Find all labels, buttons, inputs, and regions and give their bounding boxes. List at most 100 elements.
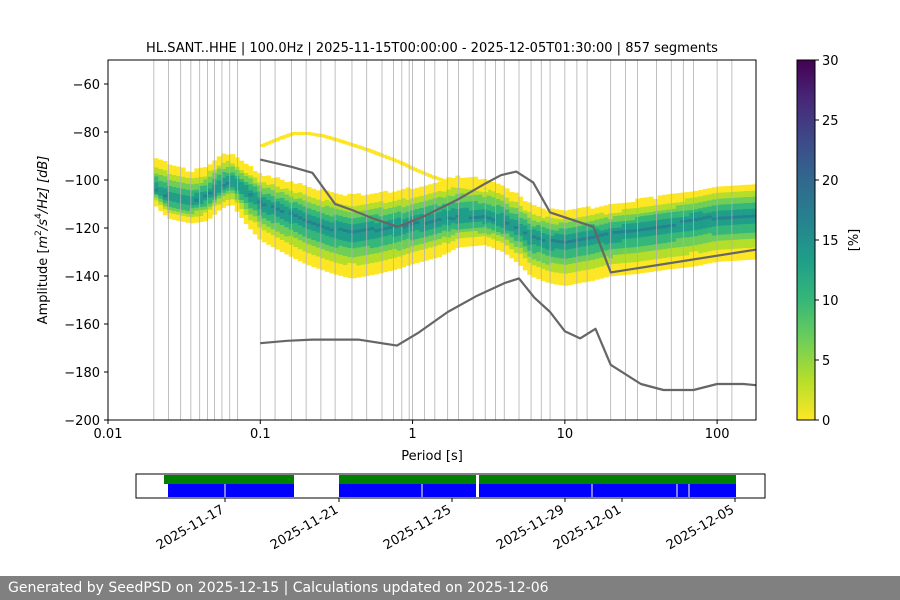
heatmap-cell <box>653 229 659 233</box>
heatmap-cell <box>221 153 227 157</box>
y-axis-ticks: −200−180−160−140−120−100−80−60 <box>64 78 108 429</box>
heatmap-cell <box>338 209 344 213</box>
heatmap-cell <box>464 183 470 187</box>
heatmap-cell <box>585 278 591 282</box>
heatmap-cell <box>531 214 537 218</box>
heatmap-cell <box>239 196 245 200</box>
heatmap-cell <box>374 247 380 251</box>
heatmap-cell <box>297 258 303 262</box>
heatmap-cell <box>419 219 425 223</box>
heatmap-cell <box>401 206 407 211</box>
heatmap-cell <box>599 227 605 231</box>
heatmap-cell <box>333 199 339 203</box>
heatmap-cell <box>374 253 380 257</box>
heatmap-cell <box>293 228 299 232</box>
heatmap-cell <box>180 206 186 210</box>
heatmap-cell <box>662 263 668 268</box>
heatmap-cell <box>698 226 704 230</box>
heatmap-cell <box>189 181 195 185</box>
heatmap-cell <box>680 222 686 226</box>
heatmap-cell <box>459 213 465 218</box>
heatmap-cell <box>626 241 632 245</box>
heatmap-cell <box>419 210 425 214</box>
heatmap-cell <box>216 162 222 166</box>
heatmap-cell <box>477 224 483 228</box>
heatmap-cell <box>162 191 168 195</box>
heatmap-cell <box>284 221 290 225</box>
heatmap-cell <box>707 251 713 255</box>
heatmap-cell <box>581 237 587 241</box>
heatmap-cell <box>648 232 654 236</box>
heatmap-cell <box>491 221 497 225</box>
data-coverage-timeline: 2025-11-17 2025-11-21 2025-11-25 2025-11-29… <box>135 473 766 553</box>
heatmap-cell <box>329 243 335 247</box>
heatmap-cell <box>437 196 443 200</box>
heatmap-cell <box>329 234 335 238</box>
heatmap-cell <box>342 270 348 274</box>
heatmap-cell <box>329 228 335 232</box>
heatmap-cell <box>342 228 348 232</box>
y-tick-label: −160 <box>64 318 100 333</box>
heatmap-cell <box>612 206 618 210</box>
heatmap-cell <box>284 191 290 195</box>
heatmap-cell <box>698 211 704 215</box>
heatmap-cell <box>320 212 326 217</box>
heatmap-cell <box>171 195 177 199</box>
heatmap-cell <box>320 209 326 214</box>
heatmap-cell <box>468 201 474 205</box>
heatmap-cell <box>491 224 497 228</box>
heatmap-cell <box>437 202 443 206</box>
heatmap-cell <box>675 238 681 242</box>
heatmap-cell <box>207 179 213 183</box>
heatmap-cell <box>518 223 524 227</box>
heatmap-cell <box>495 186 501 190</box>
heatmap-cell <box>297 243 303 247</box>
heatmap-cell <box>252 201 258 205</box>
heatmap-cell <box>297 219 303 223</box>
heatmap-cell <box>419 243 425 247</box>
heatmap-cell <box>221 159 227 163</box>
heatmap-cell <box>401 224 407 229</box>
heatmap-cell <box>662 218 668 223</box>
heatmap-cell <box>716 198 722 202</box>
heatmap-cell <box>441 191 447 195</box>
heatmap-cell <box>387 213 393 217</box>
heatmap-cell <box>387 246 393 250</box>
heatmap-cell <box>509 240 515 244</box>
heatmap-cell <box>491 236 497 240</box>
heatmap-cell <box>392 254 398 258</box>
heatmap-cell <box>648 199 654 203</box>
heatmap-cell <box>671 208 677 212</box>
heatmap-cell <box>347 271 353 276</box>
heatmap-cell <box>653 259 659 263</box>
heatmap-cell <box>365 206 371 210</box>
heatmap-cell <box>725 210 731 214</box>
heatmap-cell <box>527 262 533 266</box>
heatmap-cell <box>266 178 272 182</box>
heatmap-cell <box>378 153 384 157</box>
heatmap-cell <box>554 227 560 231</box>
heatmap-cell <box>653 211 659 215</box>
heatmap-cell <box>329 201 335 205</box>
heatmap-cell <box>594 270 600 274</box>
heatmap-cell <box>572 235 578 240</box>
plot-frame <box>107 59 757 421</box>
heatmap-cell <box>230 199 236 203</box>
heatmap-cell <box>630 256 636 260</box>
heatmap-cell <box>576 241 582 245</box>
heatmap-cell <box>365 200 371 204</box>
heatmap-cell <box>455 187 461 191</box>
heatmap-cell <box>491 233 497 237</box>
heatmap-cell <box>356 202 362 206</box>
heatmap-cell <box>315 226 321 230</box>
heatmap-cell <box>747 226 753 230</box>
heatmap-cell <box>612 266 618 270</box>
heatmap-cell <box>388 157 394 161</box>
heatmap-cell <box>261 218 267 222</box>
heatmap-cell <box>509 252 515 256</box>
heatmap-cell <box>162 197 168 201</box>
heatmap-cell <box>171 183 177 187</box>
heatmap-cell <box>387 255 393 259</box>
heatmap-cell <box>351 227 357 231</box>
heatmap-cell <box>369 208 375 213</box>
